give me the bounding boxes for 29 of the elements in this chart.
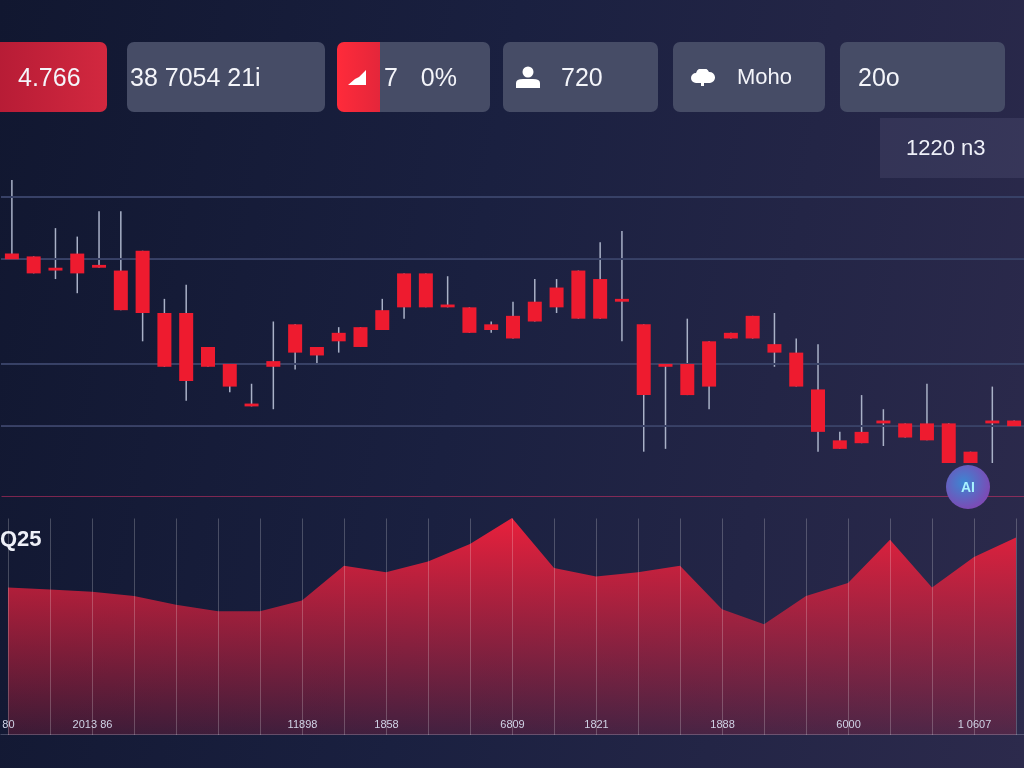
- x-tick-label: 1888: [710, 717, 735, 730]
- x-tick-label: 80: [2, 717, 15, 730]
- text: 7 0%: [384, 62, 457, 92]
- text: 20o: [858, 62, 900, 92]
- x-tick-label: 6809: [500, 717, 525, 730]
- annotation: Q25: [0, 526, 42, 552]
- text: 4.766: [18, 62, 81, 92]
- x-tick-label: 1 0607: [957, 717, 992, 730]
- candlestick: [353, 326, 368, 348]
- candlestick: [506, 300, 520, 340]
- badge: AI: [946, 465, 990, 509]
- x-tick-label: 1821: [584, 717, 609, 730]
- text: 1220 n3: [906, 135, 986, 161]
- text: 38 7054 21i: [130, 62, 261, 92]
- candlestick: [549, 278, 564, 314]
- candlestick: [527, 278, 542, 323]
- candlestick: [48, 227, 63, 280]
- x-tick-label: 1858: [374, 717, 399, 730]
- x-tick-label: 6000: [836, 717, 861, 730]
- candlestick: [854, 394, 869, 444]
- candlestick: [375, 298, 390, 331]
- candlestick: [331, 326, 346, 354]
- text: 720: [561, 62, 603, 92]
- candlestick: [614, 230, 629, 343]
- candlestick: [767, 312, 782, 368]
- text: Moho: [737, 64, 793, 90]
- candlestick: [92, 210, 107, 269]
- x-tick-label: 11898: [287, 717, 318, 730]
- x-tick-label: 2013 86: [72, 717, 113, 730]
